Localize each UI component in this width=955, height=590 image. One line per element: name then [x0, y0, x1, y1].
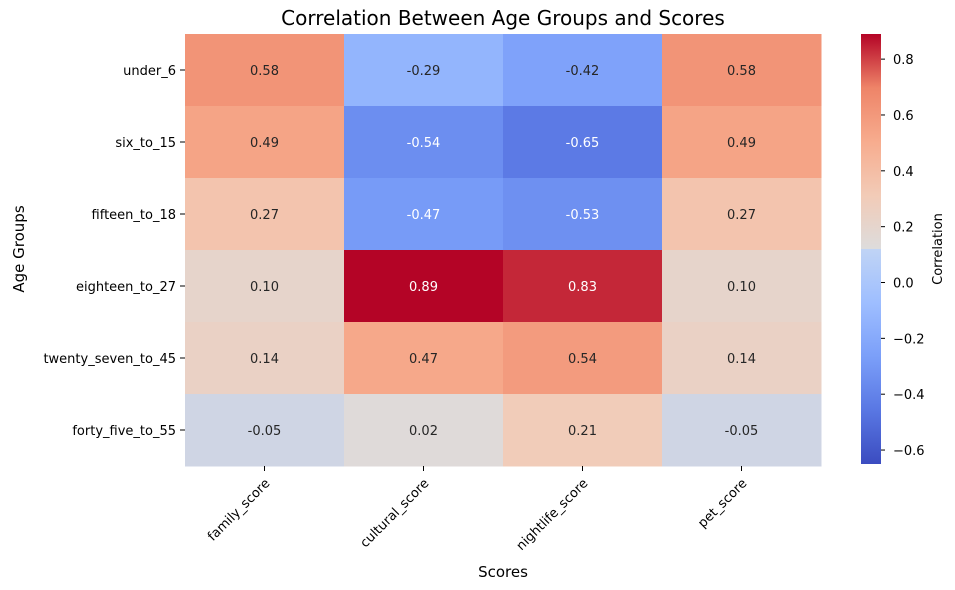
x-axis-label: Scores: [478, 563, 528, 581]
heatmap-cell: [503, 394, 663, 467]
row-tick-label: under_6: [123, 64, 176, 79]
cell-value-label: 0.58: [727, 64, 756, 79]
heatmap-cell: [344, 34, 504, 107]
cell-value-label: 0.14: [250, 352, 279, 367]
cell-value-label: 0.89: [409, 280, 438, 295]
cell-value-label: -0.53: [566, 208, 600, 223]
colorbar-gradient: [861, 34, 881, 464]
column-tick-labels: family_score cultural_score nightlife_scor…: [205, 466, 750, 554]
heatmap-cell: [185, 106, 345, 179]
column-tick-label: cultural_score: [358, 476, 433, 551]
cell-value-label: 0.58: [250, 64, 279, 79]
row-tick-label: six_to_15: [115, 136, 176, 151]
row-tick-label: forty_five_to_55: [72, 424, 176, 439]
column-tick-label: family_score: [205, 476, 273, 544]
heatmap-cell: [185, 394, 345, 467]
row-tick-labels: under_6 six_to_15 fifteen_to_18 eighteen_to…: [43, 64, 185, 439]
colorbar-tick-label: −0.6: [893, 444, 925, 459]
cell-value-label: -0.47: [407, 208, 441, 223]
heatmap-cell: [662, 250, 822, 323]
heatmap-cell: [344, 394, 504, 467]
heatmap-cell: [344, 250, 504, 323]
cell-value-label: -0.54: [407, 136, 441, 151]
cell-value-label: 0.27: [250, 208, 279, 223]
cell-value-label: 0.21: [568, 424, 597, 439]
heatmap-cells: 0.58 -0.29 -0.42 0.58 0.49 -0.54 -0.65 0.49 0.27…: [185, 34, 822, 467]
heatmap-cell: [503, 34, 663, 107]
cell-value-label: 0.10: [250, 280, 279, 295]
column-tick-label: pet_score: [695, 476, 750, 531]
heatmap-cell: [662, 106, 822, 179]
row-tick-label: twenty_seven_to_45: [43, 352, 176, 367]
heatmap-cell: [344, 106, 504, 179]
row-tick-label: fifteen_to_18: [92, 208, 176, 223]
heatmap-cell: [344, 322, 504, 395]
heatmap-cell: [503, 178, 663, 251]
heatmap-cell: [185, 34, 345, 107]
heatmap-cell: [662, 322, 822, 395]
cell-value-label: 0.02: [409, 424, 438, 439]
heatmap-cell: [662, 34, 822, 107]
colorbar: −0.6 −0.4 −0.2 0.0 0.2 0.4 0.6 0.8 Correlation: [861, 34, 946, 464]
colorbar-tick-label: 0.8: [893, 53, 914, 68]
colorbar-tick-label: −0.4: [893, 388, 925, 403]
heatmap-cell: [185, 322, 345, 395]
column-tick-label: nightlife_score: [514, 476, 592, 554]
heatmap-cell: [185, 250, 345, 323]
y-axis-label: Age Groups: [10, 205, 28, 292]
heatmap-cell: [503, 106, 663, 179]
cell-value-label: 0.14: [727, 352, 756, 367]
cell-value-label: -0.29: [407, 64, 441, 79]
colorbar-label: Correlation: [931, 213, 946, 285]
cell-value-label: 0.27: [727, 208, 756, 223]
colorbar-tick-label: −0.2: [893, 332, 925, 347]
cell-value-label: 0.49: [727, 136, 756, 151]
colorbar-ticks: −0.6 −0.4 −0.2 0.0 0.2 0.4 0.6 0.8: [881, 53, 925, 459]
colorbar-tick-label: 0.6: [893, 109, 914, 124]
heatmap-cell: [503, 250, 663, 323]
colorbar-tick-label: 0.2: [893, 221, 914, 236]
cell-value-label: -0.42: [566, 64, 600, 79]
heatmap-cell: [344, 178, 504, 251]
cell-value-label: 0.83: [568, 280, 597, 295]
cell-value-label: -0.65: [566, 136, 600, 151]
cell-value-label: 0.47: [409, 352, 438, 367]
heatmap-cell: [185, 178, 345, 251]
cell-value-label: 0.54: [568, 352, 597, 367]
cell-value-label: 0.49: [250, 136, 279, 151]
heatmap-cell: [662, 394, 822, 467]
heatmap-cell: [662, 178, 822, 251]
colorbar-tick-label: 0.0: [893, 277, 914, 292]
cell-value-label: -0.05: [248, 424, 282, 439]
heatmap-cell: [503, 322, 663, 395]
chart-title: Correlation Between Age Groups and Score…: [281, 6, 725, 30]
cell-value-label: 0.10: [727, 280, 756, 295]
row-tick-label: eighteen_to_27: [76, 280, 176, 295]
cell-value-label: -0.05: [725, 424, 759, 439]
colorbar-tick-label: 0.4: [893, 165, 914, 180]
